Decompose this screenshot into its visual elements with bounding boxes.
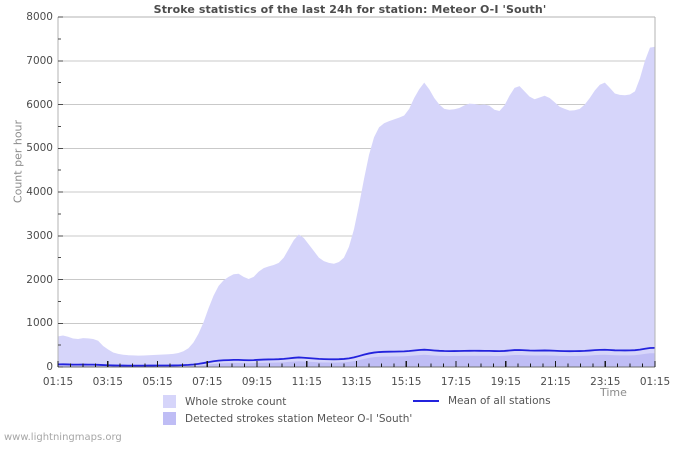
x-axis-label: Time <box>600 386 627 399</box>
series-area-whole-stroke-count <box>58 46 655 367</box>
legend-line-icon <box>413 400 439 402</box>
y-tick-label: 7000 <box>26 54 53 67</box>
y-tick-label: 1000 <box>26 317 53 330</box>
y-tick-label: 2000 <box>26 273 53 286</box>
y-tick-label: 8000 <box>26 11 53 23</box>
legend-label: Whole stroke count <box>185 395 287 408</box>
x-tick-label: 09:15 <box>241 376 273 388</box>
legend-swatch-icon <box>163 395 176 408</box>
x-tick-label: 05:15 <box>142 376 173 388</box>
legend-label: Detected strokes station Meteor O-I 'Sou… <box>185 412 413 425</box>
x-tick-label: 01:15 <box>42 376 74 388</box>
y-tick-label: 3000 <box>26 229 53 242</box>
x-tick-label: 15:15 <box>391 376 422 388</box>
watermark: www.lightningmaps.org <box>4 432 122 443</box>
x-tick-label: 17:15 <box>440 376 472 388</box>
x-tick-label: 03:15 <box>92 376 123 388</box>
x-tick-label: 01:15 <box>639 376 671 388</box>
x-tick-label: 23:15 <box>590 376 621 388</box>
legend-swatch-icon <box>163 412 176 425</box>
x-tick-label: 11:15 <box>291 376 322 388</box>
legend-label: Mean of all stations <box>448 395 551 407</box>
legend-item-mean-of-all-stations: Mean of all stations <box>413 395 551 407</box>
y-tick-label: 5000 <box>26 142 53 155</box>
x-tick-label: 13:15 <box>341 376 372 388</box>
x-tick-label: 19:15 <box>490 376 521 388</box>
y-tick-label: 4000 <box>26 186 53 198</box>
y-tick-label: 6000 <box>26 98 53 111</box>
x-tick-label: 21:15 <box>540 376 571 388</box>
legend-item-whole-stroke-count: Whole stroke count <box>163 395 286 408</box>
x-tick-label: 07:15 <box>192 376 223 388</box>
legend-item-detected-strokes: Detected strokes station Meteor O-I 'Sou… <box>163 412 412 425</box>
chart-legend: Whole stroke count Mean of all stations … <box>0 393 700 427</box>
chart-title: Stroke statistics of the last 24h for st… <box>153 3 547 16</box>
y-tick-label: 0 <box>46 361 53 373</box>
y-axis-ticks: 0 1000 2000 3000 4000 5000 6000 7000 8000 <box>0 0 53 450</box>
